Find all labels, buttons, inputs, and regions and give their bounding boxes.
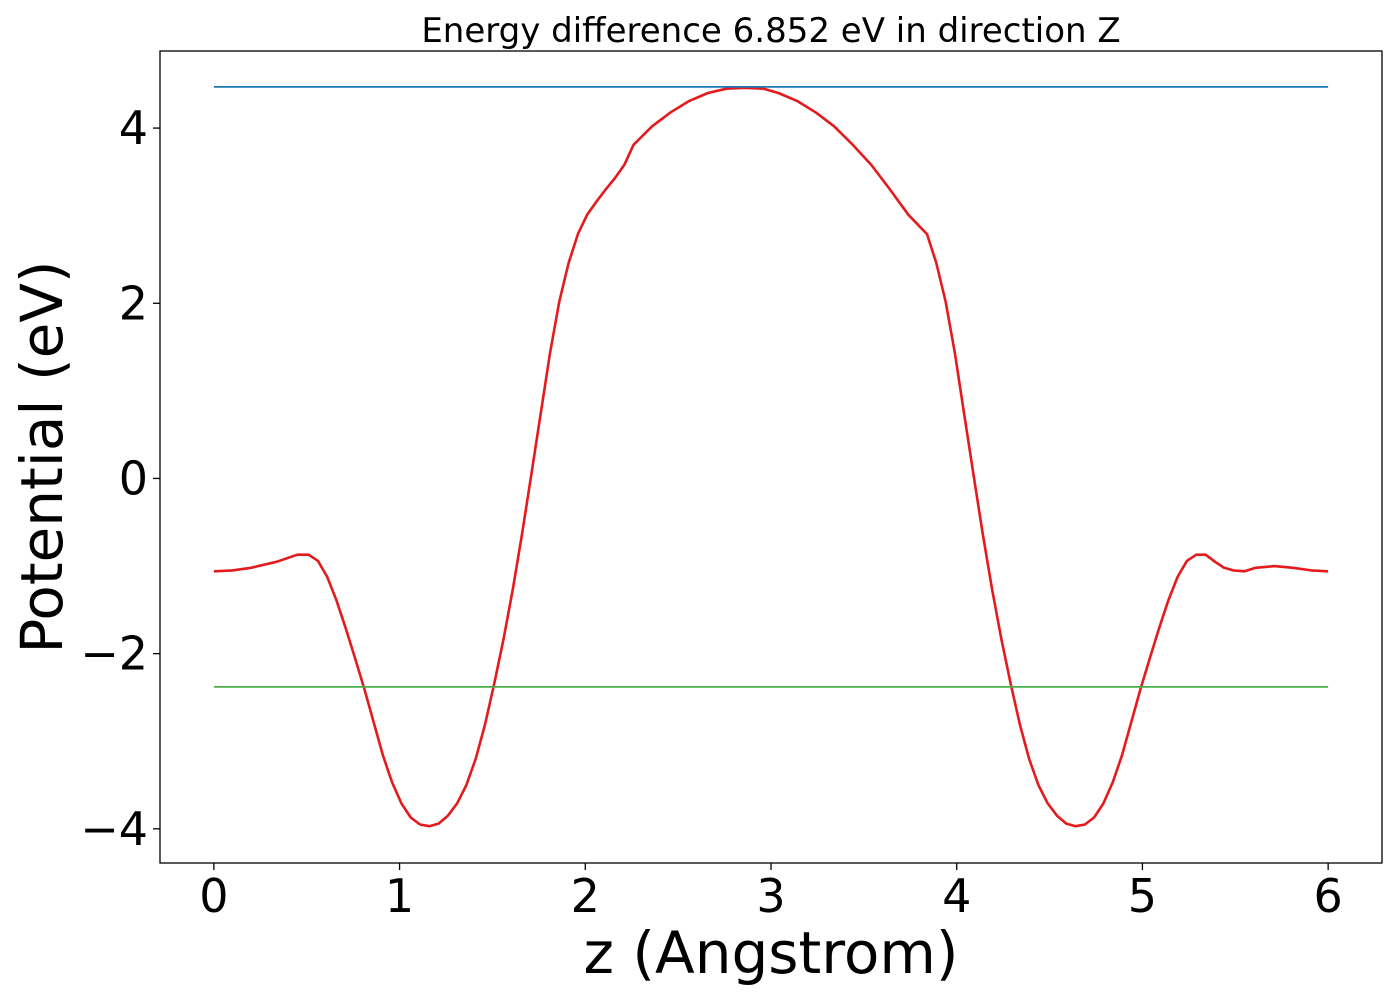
y-tick-label: −2 — [80, 627, 148, 681]
x-tick-label: 0 — [199, 869, 228, 923]
y-tick-label: 4 — [119, 101, 148, 155]
x-axis-label: z (Angstrom) — [584, 919, 959, 987]
y-axis-ticks: −4 −2 0 2 4 — [80, 101, 160, 856]
x-tick-label: 5 — [1128, 869, 1157, 923]
x-tick-label: 1 — [385, 869, 414, 923]
x-tick-label: 6 — [1314, 869, 1343, 923]
x-tick-label: 2 — [571, 869, 600, 923]
y-tick-label: −4 — [80, 802, 148, 856]
y-tick-label: 2 — [119, 276, 148, 330]
y-tick-label: 0 — [119, 451, 148, 505]
x-axis-ticks: 0 1 2 3 4 5 6 — [199, 863, 1343, 923]
y-axis-label: Potential (eV) — [8, 260, 76, 653]
plot-lines — [213, 86, 1329, 828]
series-line-0 — [213, 86, 1329, 828]
x-tick-label: 3 — [756, 869, 785, 923]
chart-title: Energy difference 6.852 eV in direction … — [421, 11, 1120, 51]
plot-frame — [159, 50, 1383, 864]
x-tick-label: 4 — [942, 869, 971, 923]
